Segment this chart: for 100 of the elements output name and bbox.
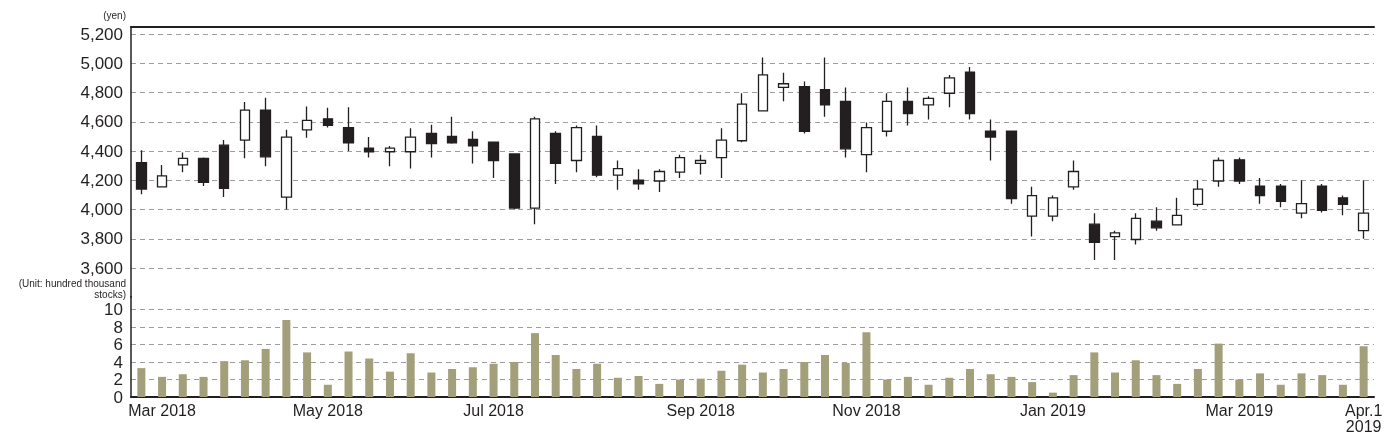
candlestick [943, 74, 956, 108]
candlestick [860, 121, 873, 173]
candlestick [218, 139, 230, 198]
candlestick [363, 136, 375, 159]
bar [1318, 375, 1327, 397]
bar [986, 374, 995, 397]
x-tick-label: Jan 2019 [1019, 401, 1086, 419]
y-tick-label: 4 [113, 352, 123, 372]
x-tick-label: Jul 2018 [463, 401, 524, 419]
bar [365, 358, 374, 397]
y-tick-label: 0 [113, 387, 123, 407]
y-tick-label: 4,200 [80, 170, 123, 190]
bar [800, 362, 809, 397]
bar [158, 376, 167, 397]
bar [1359, 346, 1368, 397]
bar [448, 369, 457, 397]
bar [1152, 375, 1161, 397]
bar [1007, 376, 1016, 397]
bar [468, 367, 477, 397]
bar [966, 369, 975, 397]
y-tick-label: 4,000 [80, 200, 123, 219]
candlestick [798, 80, 811, 135]
candlestick [1026, 186, 1038, 238]
bar [406, 353, 415, 397]
candlestick [529, 115, 541, 225]
bar [1111, 372, 1120, 397]
y-axis-title: (yen) [103, 9, 126, 21]
candlestick [342, 106, 355, 152]
candlestick [1254, 177, 1266, 205]
bar [1276, 384, 1285, 397]
bar [593, 363, 602, 397]
candlestick [777, 72, 790, 102]
candlestick [446, 115, 458, 145]
candlestick [467, 130, 479, 165]
bar [1193, 369, 1202, 397]
bar [1131, 360, 1140, 397]
candlestick [1088, 212, 1101, 261]
bar [303, 352, 312, 397]
bar [1338, 384, 1347, 397]
bar [821, 355, 830, 397]
bar [613, 377, 622, 397]
bar [530, 333, 539, 397]
bar [1069, 375, 1078, 397]
candlestick [1109, 230, 1121, 261]
bar [634, 376, 643, 397]
bar [1090, 352, 1099, 397]
bar [1235, 379, 1244, 397]
bar [178, 374, 187, 397]
candlestick [156, 164, 168, 189]
bar [551, 355, 560, 397]
candlestick [1005, 130, 1018, 205]
y-tick-label: 2 [113, 370, 123, 389]
y-tick-label: 3,600 [80, 258, 123, 278]
candlestick [177, 151, 189, 173]
bar [323, 384, 332, 397]
candlestick [197, 156, 210, 187]
candlestick [135, 149, 148, 195]
candlestick [674, 154, 686, 179]
bar [717, 370, 726, 397]
y-tick-label: 4,800 [80, 83, 123, 103]
y-axis-title: (Unit: hundred thousand stocks) [18, 278, 126, 301]
candlestick [549, 130, 562, 185]
bar [240, 360, 249, 397]
bar [220, 361, 229, 397]
candlestick [612, 159, 624, 191]
bar [510, 362, 519, 397]
candlestick [1316, 183, 1328, 214]
candlestick [839, 86, 852, 159]
bar [344, 351, 353, 397]
bar [738, 364, 747, 397]
candlestick [694, 154, 707, 176]
bar [1297, 373, 1306, 397]
bar [1173, 383, 1182, 397]
candlestick [301, 105, 313, 139]
candlestick [239, 101, 251, 159]
y-tick-label: 5,200 [80, 24, 123, 44]
candlestick [1337, 194, 1349, 216]
bar [137, 368, 146, 397]
bar [924, 384, 933, 397]
candlestick [384, 145, 396, 168]
y-tick-label: 10 [104, 300, 123, 320]
bar [1048, 392, 1057, 397]
y-tick-label: 8 [113, 317, 123, 337]
candlestick [280, 129, 293, 211]
y-tick-label: 4,600 [80, 112, 123, 132]
bar [696, 378, 705, 397]
candlestick [736, 92, 748, 143]
x-tick-label: May 2018 [292, 401, 364, 419]
candlestick [715, 127, 728, 179]
y-tick-label: 6 [113, 335, 123, 355]
candlestick [1212, 156, 1225, 188]
bar [1214, 343, 1223, 397]
candlestick [984, 118, 997, 162]
candlestick [1171, 197, 1183, 226]
candlestick [404, 127, 417, 170]
bar [489, 363, 498, 397]
candlestick [1067, 159, 1080, 191]
bar [1256, 373, 1265, 397]
candlestick [632, 168, 645, 191]
candlestick [653, 168, 666, 193]
